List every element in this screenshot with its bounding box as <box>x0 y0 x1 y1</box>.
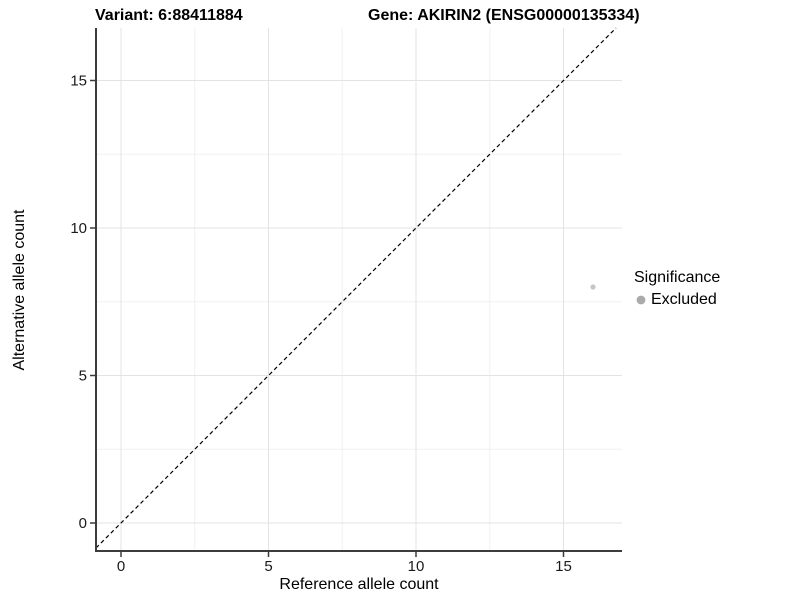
data-points <box>590 284 596 290</box>
identity-line <box>95 27 617 549</box>
tick-labels: 0 5 10 15 0 5 10 15 <box>70 73 572 576</box>
gridlines-major <box>96 28 622 551</box>
x-axis-title: Reference allele count <box>279 576 439 593</box>
y-tick-label: 0 <box>79 515 87 532</box>
y-tick-label: 10 <box>70 220 87 237</box>
axis-lines <box>95 28 622 552</box>
variant-title: Variant: 6:88411884 <box>95 7 243 24</box>
legend-entry-label: Excluded <box>651 291 717 308</box>
legend-title: Significance <box>634 269 721 286</box>
legend-entry-excluded: Excluded <box>634 290 720 309</box>
x-tick-label: 0 <box>117 558 125 575</box>
y-tick-label: 15 <box>70 73 87 90</box>
x-tick-label: 10 <box>408 558 425 575</box>
data-point <box>590 284 596 290</box>
y-axis-title: Alternative allele count <box>11 209 28 371</box>
x-tick-label: 5 <box>264 558 272 575</box>
x-tick-label: 15 <box>555 558 572 575</box>
tick-marks <box>90 79 565 557</box>
gridlines-minor <box>96 28 622 551</box>
legend: Significance Excluded <box>634 268 720 309</box>
y-tick-label: 5 <box>79 368 87 385</box>
gene-title: Gene: AKIRIN2 (ENSG00000135334) <box>368 7 640 24</box>
identity-line-group <box>95 27 617 549</box>
legend-point-icon <box>636 295 646 304</box>
